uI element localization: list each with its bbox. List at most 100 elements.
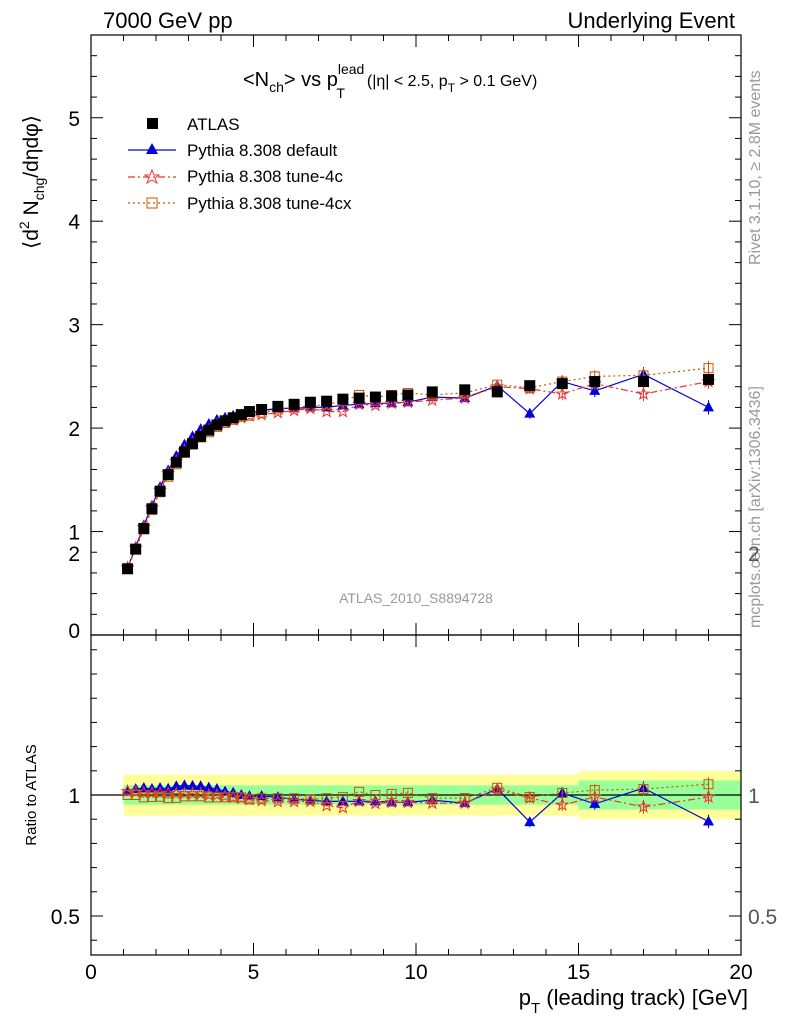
data-point bbox=[555, 386, 570, 400]
series-line-0 bbox=[127, 373, 709, 569]
series-line-2 bbox=[127, 367, 709, 570]
atlas-data-point bbox=[154, 485, 166, 497]
lower-y-tick-label-right: 2 bbox=[748, 543, 760, 566]
lower-y-tick-label-right: 1 bbox=[748, 785, 760, 808]
ratio-point bbox=[402, 787, 413, 798]
x-tick-label: 15 bbox=[567, 961, 590, 984]
atlas-data-point bbox=[211, 419, 223, 431]
x-tick-label: 10 bbox=[404, 961, 427, 984]
data-point bbox=[589, 384, 601, 395]
ratio-point bbox=[256, 793, 267, 804]
header-right: Underlying Event bbox=[567, 8, 735, 33]
ratio-point bbox=[163, 793, 174, 804]
ratio-point bbox=[236, 792, 247, 803]
side-mcplots-text: mcplots.cern.ch [arXiv:1306.3436] bbox=[747, 386, 764, 628]
ratio-point bbox=[701, 789, 716, 803]
ratio-point bbox=[120, 783, 135, 798]
ratio-point bbox=[587, 789, 602, 803]
x-axis-label: pT (leading track) [GeV] bbox=[519, 985, 748, 1017]
lower-y-tick-label: 1 bbox=[68, 785, 80, 808]
ratio-point bbox=[492, 782, 503, 793]
atlas-data-point bbox=[130, 543, 142, 555]
legend-item-tune4c: Pythia 8.308 tune-4c bbox=[128, 167, 343, 186]
x-tick-label: 20 bbox=[729, 961, 752, 984]
atlas-data-point bbox=[187, 438, 199, 450]
lower-y-tick-label-right: 0.5 bbox=[748, 906, 777, 929]
ratio-point bbox=[272, 793, 283, 804]
ratio-point bbox=[155, 791, 166, 802]
ratio-point bbox=[703, 779, 714, 790]
data-point bbox=[636, 386, 651, 400]
upper-y-tick-label: 4 bbox=[68, 211, 80, 234]
ratio-point bbox=[289, 793, 300, 804]
atlas-data-point bbox=[227, 412, 239, 424]
atlas-data-point bbox=[272, 400, 284, 412]
data-point bbox=[368, 397, 383, 412]
ratio-point bbox=[187, 779, 199, 790]
lower-y-tick-labels: 0.5 0.5 1 1 2 2 bbox=[51, 543, 777, 929]
ratio-point bbox=[195, 780, 207, 791]
ratio-line-0 bbox=[127, 784, 709, 823]
ratio-point bbox=[122, 790, 133, 800]
ratio-point bbox=[427, 793, 438, 804]
legend-item-tune4cx: Pythia 8.308 tune-4cx bbox=[128, 194, 352, 213]
ratio-point bbox=[319, 798, 334, 812]
ratio-point bbox=[703, 815, 714, 826]
atlas-data-point bbox=[369, 391, 381, 403]
x-tick-label: 5 bbox=[248, 961, 260, 984]
ratio-point bbox=[146, 791, 157, 802]
atlas-data-point bbox=[353, 392, 365, 404]
legend: ATLAS Pythia 8.308 default Pythia 8.308 … bbox=[128, 115, 352, 213]
lower-axis-ticks bbox=[90, 635, 742, 955]
ratio-point bbox=[220, 792, 231, 803]
ratio-point bbox=[638, 784, 649, 795]
atlas-data-point bbox=[402, 389, 414, 401]
atlas-data-point bbox=[162, 469, 174, 481]
atlas-data-point bbox=[524, 380, 536, 392]
x-tick-labels: 0 5 10 15 20 bbox=[85, 961, 753, 984]
legend-label-default: Pythia 8.308 default bbox=[187, 141, 338, 160]
atlas-data-point bbox=[235, 409, 247, 421]
legend-marker-tune4c bbox=[143, 168, 161, 185]
atlas-data-point bbox=[288, 398, 300, 410]
atlas-data-point bbox=[556, 378, 568, 390]
ratio-point bbox=[337, 792, 348, 803]
legend-marker-default bbox=[146, 143, 158, 154]
lower-panel: 0.5 0.5 1 1 2 2 0 5 10 15 20 Ratio to ATLAS pT (l… bbox=[23, 543, 777, 1017]
plot-title: <Nch> vs plead T(|η| < 2.5, pT > 0.1 GeV) bbox=[243, 61, 537, 101]
legend-marker-atlas bbox=[147, 118, 158, 129]
data-point bbox=[524, 407, 536, 418]
lower-y-axis-label: Ratio to ATLAS bbox=[23, 744, 40, 845]
data-point bbox=[319, 404, 334, 418]
upper-y-tick-label: 1 bbox=[68, 522, 80, 545]
atlas-data-point bbox=[386, 390, 398, 402]
data-point bbox=[335, 404, 350, 418]
data-point bbox=[703, 401, 714, 412]
atlas-data-point bbox=[122, 563, 134, 575]
ratio-point bbox=[555, 797, 570, 811]
ratio-point bbox=[354, 786, 365, 797]
atlas-data-point bbox=[138, 522, 150, 534]
ratio-point bbox=[305, 794, 316, 805]
atlas-data-point bbox=[321, 395, 333, 407]
side-rivet-text: Rivet 3.1.10, ≥ 2.8M events bbox=[747, 70, 764, 265]
lower-series-layer bbox=[120, 777, 716, 829]
atlas-data-point bbox=[146, 503, 158, 515]
ratio-point bbox=[130, 790, 141, 800]
ratio-point bbox=[386, 788, 397, 799]
ratio-point bbox=[557, 788, 568, 799]
ratio-point bbox=[369, 795, 381, 806]
legend-label-tune4c: Pythia 8.308 tune-4c bbox=[187, 167, 343, 186]
upper-y-axis-label: ⟨d2 Nchg/dηdφ⟩ bbox=[16, 115, 47, 249]
ratio-point bbox=[178, 779, 190, 790]
ratio-point bbox=[589, 785, 600, 796]
legend-item-atlas: ATLAS bbox=[147, 115, 240, 134]
atlas-data-point bbox=[203, 424, 215, 436]
upper-y-tick-label: 2 bbox=[68, 418, 80, 441]
atlas-data-point bbox=[459, 384, 471, 396]
ratio-point bbox=[352, 793, 367, 808]
data-point bbox=[703, 363, 714, 374]
